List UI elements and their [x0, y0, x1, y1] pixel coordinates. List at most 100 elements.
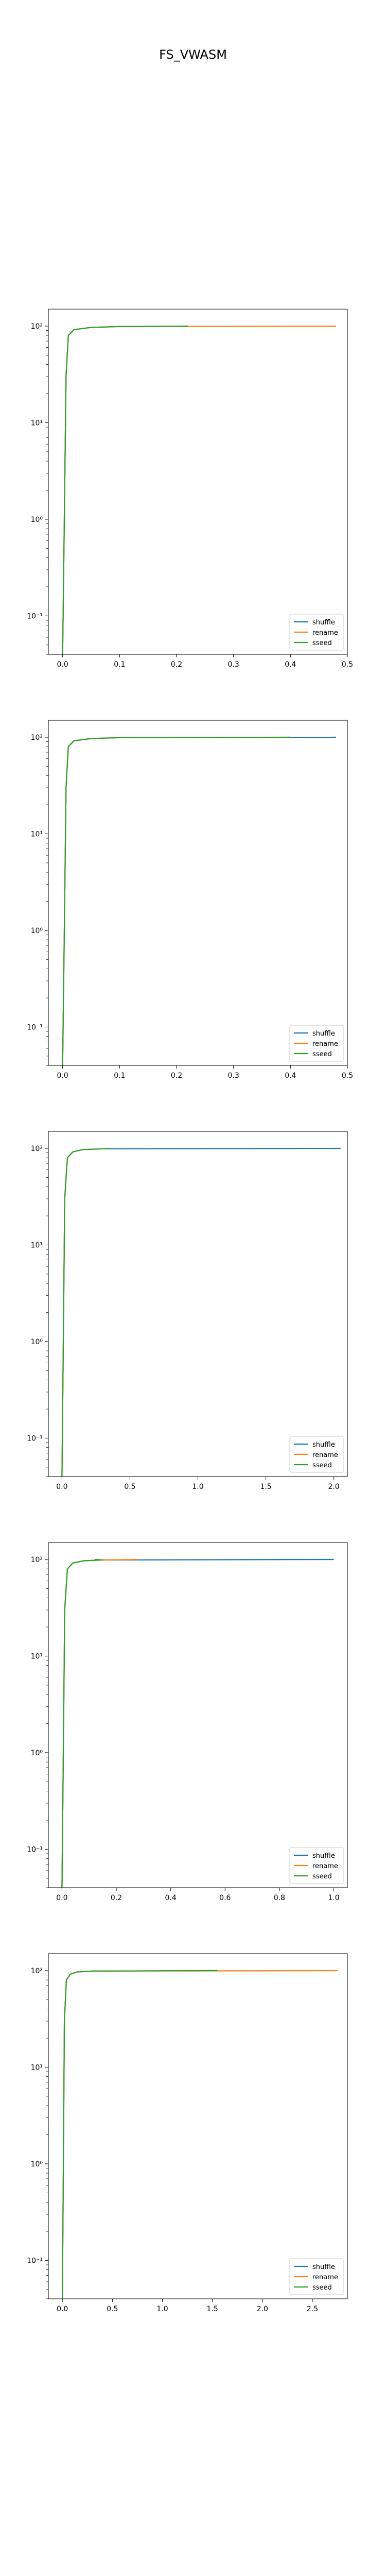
y-tick-label: 10⁻¹ [27, 1023, 43, 1031]
legend-box [289, 2258, 344, 2295]
x-tick-label: 1.0 [192, 1483, 203, 1491]
x-tick-label: 0.4 [285, 660, 296, 669]
y-tick-label: 10¹ [31, 419, 43, 427]
x-tick-label: 0.2 [171, 660, 182, 669]
x-tick-label: 0.5 [342, 660, 353, 669]
legend-box [289, 614, 344, 651]
legend-label-sseed: sseed [312, 1873, 332, 1880]
y-tick-label: 10² [31, 1145, 43, 1153]
legend-box [289, 1847, 344, 1884]
x-tick-label: 0.4 [165, 1894, 177, 1902]
chart-2: 0.0 0.1 0.2 0.3 0.4 0.5 10⁻¹ 10⁰ 10¹ 10² shuffle re… [27, 720, 353, 1080]
chart-3: 0.0 0.5 1.0 1.5 2.0 10⁻¹ 10⁰ 10¹ 10² shuffle renam… [27, 1131, 348, 1491]
y-tick-label: 10² [31, 1967, 43, 1975]
series-line-shuffle [62, 1970, 218, 2299]
x-tick-label: 0.0 [57, 1072, 68, 1080]
y-tick-label: 10⁰ [31, 2160, 43, 2168]
legend-label-rename: rename [312, 1862, 338, 1870]
legend: shuffle rename sseed [289, 1847, 344, 1884]
legend-label-sseed: sseed [312, 1462, 332, 1469]
x-tick-label: 0.5 [107, 2305, 118, 2313]
series-line-rename [62, 325, 336, 655]
legend-box [289, 1436, 344, 1473]
x-tick-label: 1.5 [207, 2305, 218, 2313]
x-tick-label: 0.0 [56, 1894, 67, 1902]
legend: shuffle rename sseed [289, 1436, 344, 1473]
axes-frame [48, 1542, 348, 1888]
x-tick-label: 2.0 [257, 2305, 268, 2313]
series-line-rename [62, 736, 291, 1066]
x-tick-label: 2.0 [328, 1483, 339, 1491]
x-tick-label: 0.3 [228, 660, 239, 669]
y-tick-label: 10⁰ [31, 516, 43, 524]
figure-title: FS_VWASM [159, 47, 227, 62]
y-tick-label: 10¹ [31, 1652, 43, 1660]
legend-label-shuffle: shuffle [312, 619, 335, 626]
axes-frame [48, 720, 348, 1066]
legend-label-sseed: sseed [312, 1050, 332, 1058]
series-line-sseed [62, 325, 188, 655]
series-line-rename [62, 1970, 338, 2299]
y-tick-label: 10² [31, 734, 43, 742]
x-tick-label: 2.5 [307, 2305, 318, 2313]
legend-label-rename: rename [312, 1451, 338, 1459]
x-tick-label: 0.6 [219, 1894, 231, 1902]
y-tick-label: 10⁻¹ [27, 612, 43, 620]
legend-label-sseed: sseed [312, 639, 332, 647]
axes-frame [48, 1131, 348, 1477]
x-tick-label: 0.2 [171, 1072, 182, 1080]
series-line-shuffle [61, 1558, 334, 1888]
series-line-rename [61, 1558, 138, 1888]
y-tick-label: 10⁰ [31, 1338, 43, 1346]
legend-label-shuffle: shuffle [312, 1030, 335, 1038]
x-tick-label: 0.5 [342, 1072, 353, 1080]
y-tick-label: 10¹ [31, 830, 43, 838]
x-tick-label: 0.0 [56, 1483, 67, 1491]
x-tick-label: 0.3 [228, 1072, 239, 1080]
x-tick-label: 0.2 [111, 1894, 122, 1902]
chart-1: 0.0 0.1 0.2 0.3 0.4 0.5 10⁻¹ 10⁰ 10¹ 10² shuffle re… [27, 309, 353, 669]
series-line-shuffle [62, 736, 336, 1066]
series-line-shuffle [62, 325, 188, 655]
legend-label-shuffle: shuffle [312, 1852, 335, 1860]
legend-label-shuffle: shuffle [312, 2263, 335, 2271]
chart-5: 0.0 0.5 1.0 1.5 2.0 2.5 10⁻¹ 10⁰ 10¹ 10² shuffle re… [27, 1953, 348, 2313]
x-tick-label: 1.0 [156, 2305, 168, 2313]
legend: shuffle rename sseed [289, 2258, 344, 2295]
series-line-sseed [62, 1970, 218, 2299]
axes-frame [48, 1953, 348, 2299]
x-tick-label: 1.5 [260, 1483, 271, 1491]
y-tick-label: 10¹ [31, 1241, 43, 1249]
legend-label-rename: rename [312, 629, 338, 637]
axes-frame [48, 309, 348, 655]
legend-label-rename: rename [312, 2274, 338, 2281]
series-line-sseed [62, 736, 291, 1066]
x-tick-label: 0.8 [274, 1894, 285, 1902]
y-tick-label: 10² [31, 323, 43, 331]
y-tick-label: 10⁻¹ [27, 1434, 43, 1443]
y-tick-label: 10⁰ [31, 1749, 43, 1757]
series-line-sseed [61, 1147, 110, 1477]
y-tick-label: 10² [31, 1556, 43, 1564]
legend: shuffle rename sseed [289, 614, 344, 651]
legend-box [289, 1025, 344, 1062]
legend-label-shuffle: shuffle [312, 1441, 335, 1449]
series-line-shuffle [61, 1147, 341, 1477]
x-tick-label: 1.0 [328, 1894, 339, 1902]
x-tick-label: 0.1 [114, 660, 125, 669]
legend-label-sseed: sseed [312, 2284, 332, 2292]
y-tick-label: 10⁻¹ [27, 1845, 43, 1854]
x-tick-label: 0.1 [114, 1072, 125, 1080]
y-tick-label: 10¹ [31, 2063, 43, 2072]
legend-label-rename: rename [312, 1040, 338, 1048]
legend: shuffle rename sseed [289, 1025, 344, 1062]
x-tick-label: 0.0 [57, 2305, 68, 2313]
series-line-rename [61, 1147, 110, 1477]
x-tick-label: 0.0 [57, 660, 68, 669]
x-tick-label: 0.5 [124, 1483, 135, 1491]
chart-4: 0.0 0.2 0.4 0.6 0.8 1.0 10⁻¹ 10⁰ 10¹ 10² shuffle re… [27, 1542, 348, 1902]
y-tick-label: 10⁻¹ [27, 2257, 43, 2265]
y-tick-label: 10⁰ [31, 927, 43, 935]
x-tick-label: 0.4 [285, 1072, 296, 1080]
